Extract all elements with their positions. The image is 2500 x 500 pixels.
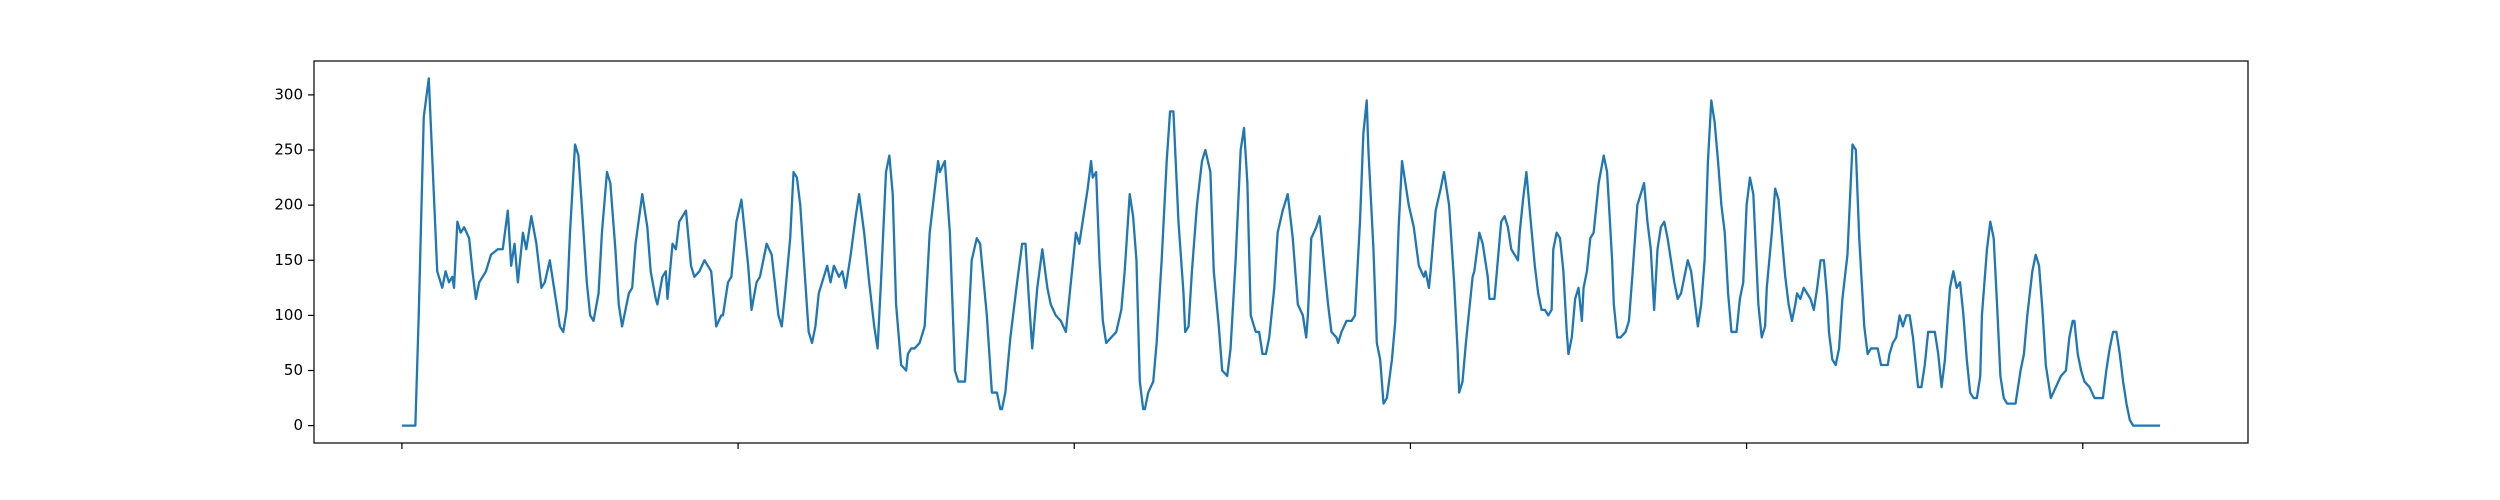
y-tick-label: 50 <box>284 361 303 379</box>
data-line <box>401 77 2161 427</box>
y-tick-label: 300 <box>274 85 303 103</box>
plot-frame <box>313 60 2249 444</box>
y-tick-label: 200 <box>274 196 303 214</box>
y-tick-label: 100 <box>274 306 303 324</box>
y-tick-label: 0 <box>293 416 303 434</box>
y-tick-label: 250 <box>274 141 303 159</box>
y-tick-label: 150 <box>274 251 303 269</box>
